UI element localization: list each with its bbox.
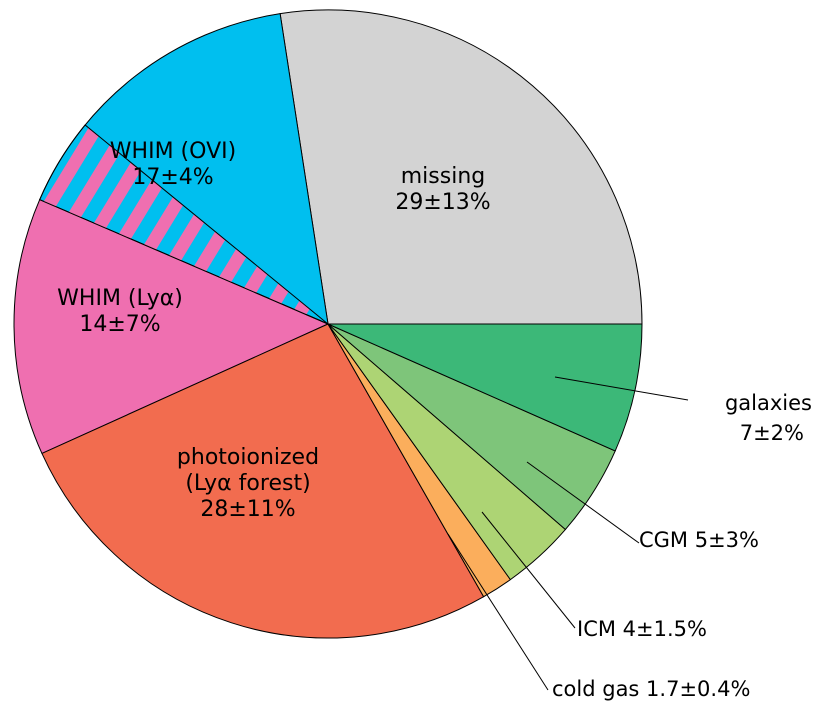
slice-label-line: 7±2% [740,421,804,445]
slice-label-line: 29±13% [395,190,490,215]
hatch-outline [39,124,329,325]
slice-label-whim-ovi: WHIM (OVI) 17±4% [110,139,236,190]
slice-label-photoionized-ly-forest: photoionized (Lyα forest) 28±11% [177,445,319,522]
slice-label-line: missing [401,164,486,189]
slice-label-line: WHIM (OVI) [110,139,236,164]
slice-label-galaxies: galaxies 7±2% [725,391,812,445]
slice-label-cgm: CGM 5±3% [639,528,759,552]
slice-label-line: galaxies [725,391,812,415]
leader-line-icm [481,511,576,629]
slice-label-line: ICM 4±1.5% [577,617,707,641]
leader-line-cold-gas [447,533,549,691]
slice-label-line: photoionized [177,445,319,470]
slice-label-cold-gas: cold gas 1.7±0.4% [552,677,750,701]
leader-line-galaxies [554,376,689,401]
pie-slice-whim-ly [13,198,330,455]
slice-label-whim-ly: WHIM (Lyα) 14±7% [57,286,183,337]
slice-label-line: CGM 5±3% [639,528,759,552]
pie-slice-photoionized-ly-forest [41,323,485,639]
slice-label-line: 28±11% [200,497,295,522]
slice-label-missing: missing 29±13% [395,164,490,215]
hatch-stripe [39,124,151,291]
slice-label-line: WHIM (Lyα) [57,286,183,311]
slice-label-line: cold gas 1.7±0.4% [552,677,750,701]
slice-label-line: 17±4% [132,165,213,190]
leader-line-cgm [526,461,640,544]
slice-label-line: (Lyα forest) [185,471,310,496]
slice-label-icm: ICM 4±1.5% [577,617,707,641]
hatch-stripe [224,185,329,325]
pie-slice-missing [279,9,643,325]
slice-label-line: 14±7% [79,312,160,337]
pie-slice-galaxies [327,323,643,452]
